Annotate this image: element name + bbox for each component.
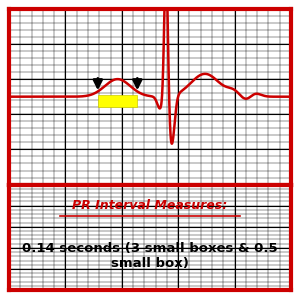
Bar — [98, 95, 137, 107]
Text: 0.14 seconds (3 small boxes & 0.5
small box): 0.14 seconds (3 small boxes & 0.5 small … — [22, 242, 278, 270]
Text: PR Interval Measures:: PR Interval Measures: — [72, 199, 228, 212]
